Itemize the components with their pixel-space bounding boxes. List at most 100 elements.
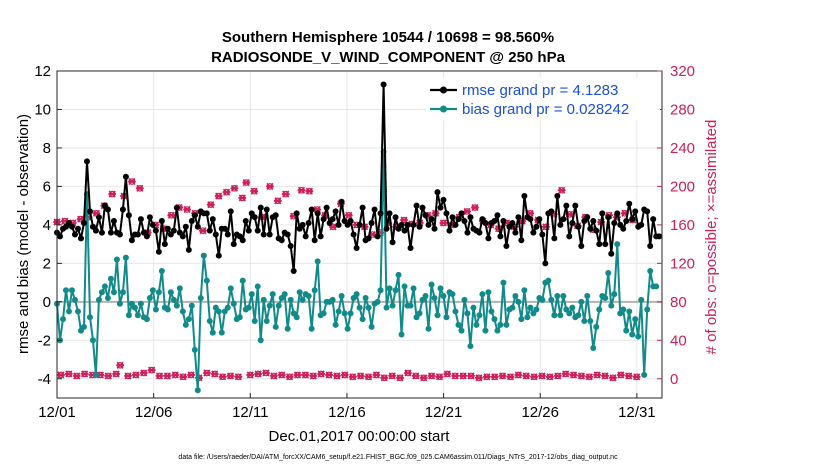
- rmse-point-161: [536, 216, 543, 223]
- bias-point-104: [365, 304, 372, 311]
- obs-assimilated-point-46: [234, 373, 243, 381]
- rmse-point-18: [107, 229, 114, 236]
- x-tick-label-2: 12/11: [232, 404, 268, 421]
- bias-point-37: [164, 306, 171, 313]
- rmse-point-113: [392, 214, 399, 221]
- obs-assimilated-point-13: [104, 372, 113, 380]
- bias-point-22: [119, 289, 126, 296]
- rmse-point-172: [569, 219, 576, 226]
- bias-point-70: [263, 318, 270, 325]
- bias-point-171: [566, 310, 573, 317]
- rmse-point-8: [77, 235, 84, 242]
- bias-point-157: [524, 314, 531, 321]
- bias-point-140: [473, 321, 480, 328]
- rmse-point-66: [251, 214, 258, 221]
- rmse-point-101: [356, 221, 363, 228]
- rmse-point-21: [116, 231, 123, 238]
- bias-point-3: [62, 287, 69, 294]
- obs-assimilated-point-91: [411, 372, 420, 380]
- bias-point-14: [95, 296, 102, 303]
- rmse-point-116: [401, 227, 408, 234]
- bias-point-44: [185, 316, 192, 323]
- bias-point-154: [515, 298, 522, 305]
- y-right-tick-label-3: 120: [670, 255, 695, 272]
- rmse-point-1: [56, 233, 63, 240]
- y-tick-label-6: 8: [43, 140, 51, 157]
- bias-point-177: [584, 293, 591, 300]
- bias-point-50: [203, 277, 210, 284]
- y-right-tick-label-6: 240: [670, 140, 695, 157]
- bias-point-196: [641, 371, 648, 378]
- obs-assimilated-point-58: [281, 190, 290, 198]
- legend-bias-marker: [440, 105, 447, 113]
- legend-box: [426, 78, 660, 120]
- rmse-point-146: [491, 218, 498, 225]
- rmse-point-79: [290, 268, 297, 275]
- bias-point-87: [314, 258, 321, 265]
- bias-point-195: [638, 296, 645, 303]
- rmse-point-152: [509, 219, 516, 226]
- bias-point-145: [488, 308, 495, 315]
- bias-point-96: [341, 310, 348, 317]
- bias-point-49: [200, 252, 207, 259]
- bias-point-187: [614, 241, 621, 248]
- rmse-point-82: [299, 221, 306, 228]
- rmse-point-46: [191, 212, 198, 219]
- bias-point-142: [479, 291, 486, 298]
- bias-point-178: [587, 318, 594, 325]
- bias-point-68: [257, 337, 264, 344]
- bias-point-2: [59, 316, 66, 323]
- rmse-point-138: [467, 214, 474, 221]
- obs-assimilated-point-113: [498, 372, 507, 380]
- rmse-point-28: [137, 216, 144, 223]
- rmse-point-30: [143, 233, 150, 240]
- rmse-point-17: [104, 206, 111, 213]
- bias-point-175: [578, 298, 585, 305]
- y-right-tick-label-0: 0: [670, 371, 678, 388]
- bias-point-194: [635, 333, 642, 340]
- rmse-point-95: [338, 198, 345, 205]
- rmse-point-6: [71, 231, 78, 238]
- obs-assimilated-point-133: [577, 372, 586, 380]
- rmse-point-201: [656, 233, 663, 240]
- rmse-point-80: [293, 210, 300, 217]
- rmse-point-71: [266, 231, 273, 238]
- rmse-point-50: [203, 210, 210, 217]
- bias-point-155: [518, 316, 525, 323]
- rmse-point-187: [614, 210, 621, 217]
- rmse-point-178: [587, 225, 594, 232]
- obs-assimilated-point-21: [135, 184, 144, 192]
- bias-point-110: [383, 304, 390, 311]
- rmse-point-56: [221, 225, 228, 232]
- bias-point-97: [344, 325, 351, 332]
- obs-assimilated-point-147: [632, 373, 641, 381]
- obs-assimilated-point-62: [297, 186, 306, 194]
- obs-assimilated-point-106: [471, 204, 479, 212]
- bias-point-200: [653, 283, 660, 290]
- y-right-tick-label-2: 80: [670, 294, 687, 311]
- bias-point-180: [593, 323, 600, 330]
- obs-assimilated-point-95: [427, 372, 436, 380]
- rmse-point-184: [605, 214, 612, 221]
- rmse-point-106: [371, 206, 378, 213]
- obs-assimilated-point-141: [609, 374, 617, 382]
- plot-area: [57, 71, 662, 398]
- rmse-point-183: [602, 241, 609, 248]
- obs-assimilated-point-89: [404, 369, 412, 377]
- rmse-point-181: [596, 241, 603, 248]
- bias-point-64: [245, 304, 252, 311]
- obs-assimilated-point-137: [593, 371, 602, 379]
- bias-point-111: [386, 285, 393, 292]
- bias-point-115: [398, 331, 405, 338]
- y-axis-left: -4 -2 0 2 4 6 8 10 12: [34, 63, 62, 388]
- rmse-point-169: [560, 216, 567, 223]
- obs-assimilated-point-135: [585, 373, 594, 381]
- rmse-point-118: [407, 244, 414, 251]
- obs-assimilated-point-81: [372, 371, 381, 379]
- bias-point-162: [539, 296, 546, 303]
- bias-point-100: [353, 291, 360, 298]
- rmse-point-98: [347, 218, 354, 225]
- rmse-point-53: [212, 231, 219, 238]
- bias-point-30: [143, 316, 150, 323]
- bias-point-179: [590, 344, 597, 351]
